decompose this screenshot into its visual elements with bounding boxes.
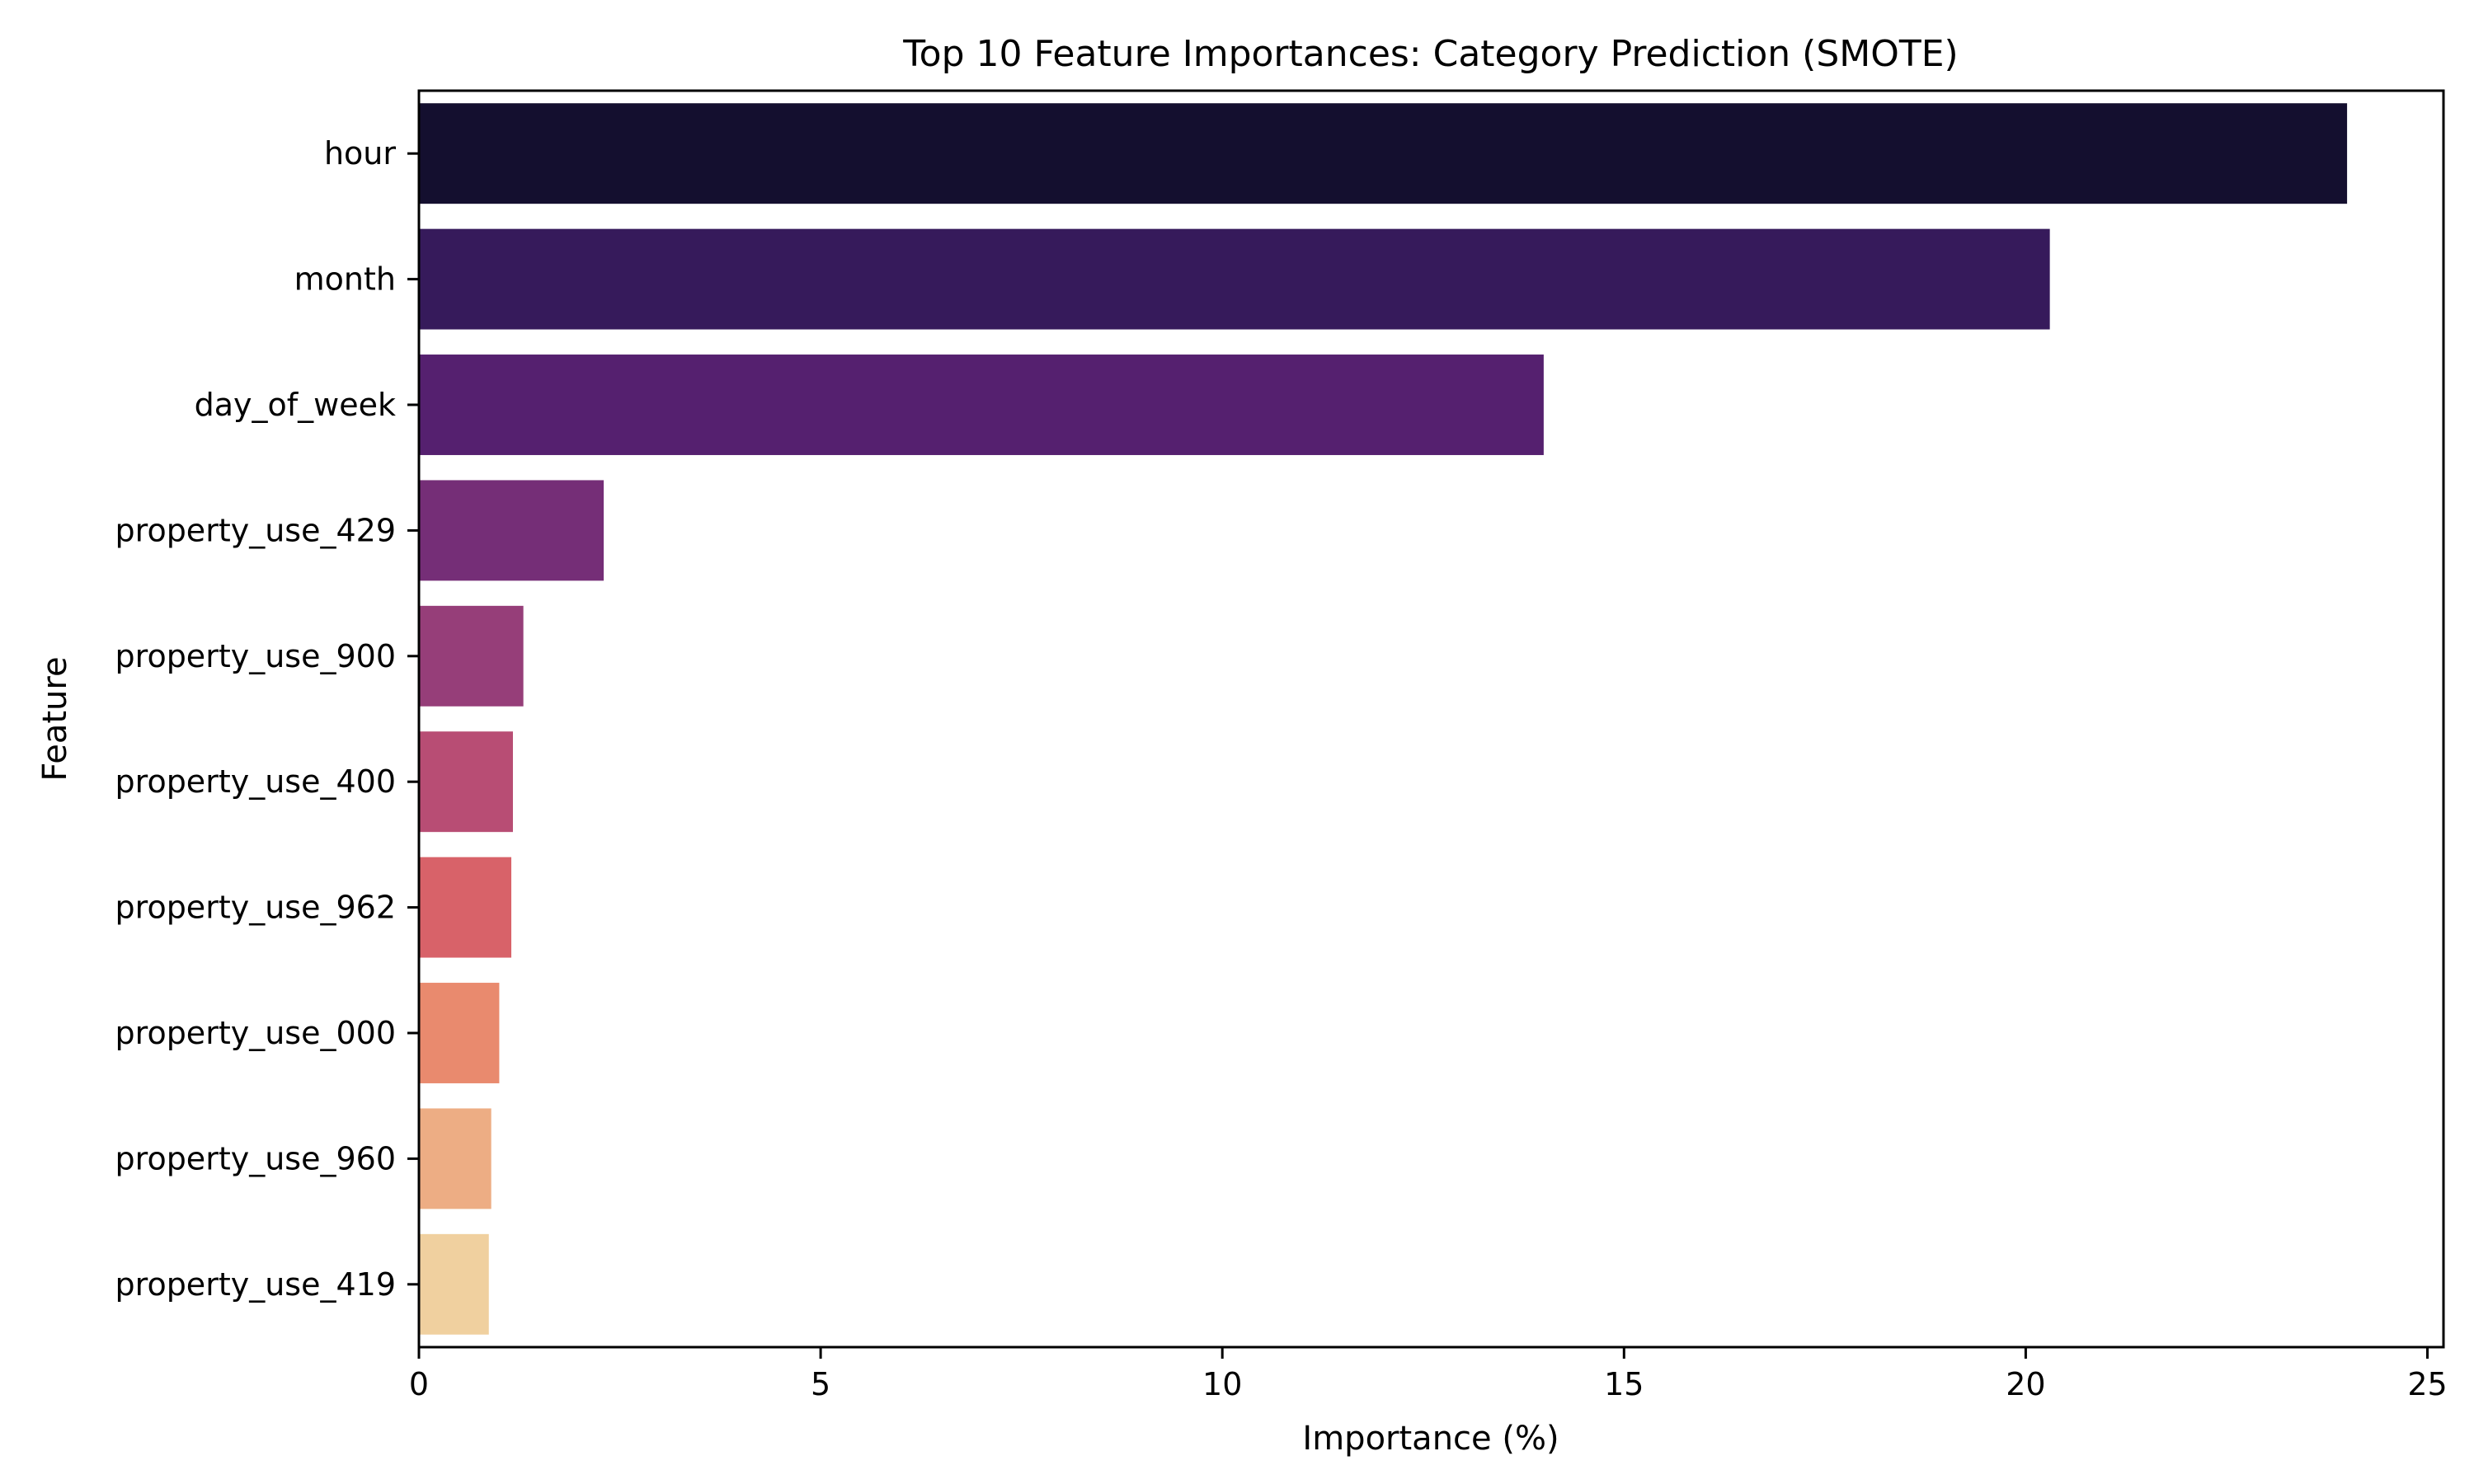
chart-title: Top 10 Feature Importances: Category Pre… bbox=[902, 33, 1958, 75]
bar-property-use-429 bbox=[419, 480, 604, 581]
bar-month bbox=[419, 228, 2050, 330]
bar-property-use-400 bbox=[419, 731, 513, 833]
y-tick-label: hour bbox=[324, 135, 396, 171]
y-axis-ticks: hour month day_of_week property_use_429prop… bbox=[115, 135, 419, 1303]
y-tick-label: property_use_000 bbox=[115, 1015, 396, 1051]
bar-property-use-000 bbox=[419, 983, 500, 1083]
y-tick-label: property_use_419 bbox=[115, 1266, 396, 1303]
x-axis-title: Importance (%) bbox=[1302, 1420, 1559, 1458]
y-tick-label: month bbox=[294, 261, 396, 298]
bar-property-use-900 bbox=[419, 605, 524, 707]
y-tick-label: day_of_week bbox=[195, 387, 396, 423]
y-tick-label: property_use_429 bbox=[115, 512, 396, 548]
y-tick-label: property_use_960 bbox=[115, 1140, 396, 1176]
y-tick-label: property_use_962 bbox=[115, 890, 396, 926]
plot-frame bbox=[417, 89, 2445, 1349]
y-axis-title: Feature bbox=[36, 656, 74, 781]
bar-hour bbox=[419, 103, 2348, 204]
bar-property-use-962 bbox=[419, 857, 512, 958]
x-tick-label: 25 bbox=[2407, 1366, 2447, 1402]
bar-day-of-week bbox=[419, 355, 1544, 455]
x-tick-label: 10 bbox=[1202, 1366, 1242, 1402]
x-tick-label: 5 bbox=[811, 1366, 830, 1402]
y-tick-label: property_use_400 bbox=[115, 763, 396, 800]
x-axis-ticks: 0 5 10 15 20 25 bbox=[409, 1347, 2448, 1402]
x-tick-label: 0 bbox=[409, 1366, 429, 1402]
bars-layer bbox=[419, 103, 2348, 1335]
bar-property-use-960 bbox=[419, 1108, 492, 1209]
y-tick-label: property_use_900 bbox=[115, 638, 396, 674]
x-tick-label: 15 bbox=[1604, 1366, 1644, 1402]
bar-property-use-419 bbox=[419, 1233, 489, 1335]
x-tick-label: 20 bbox=[2006, 1366, 2045, 1402]
